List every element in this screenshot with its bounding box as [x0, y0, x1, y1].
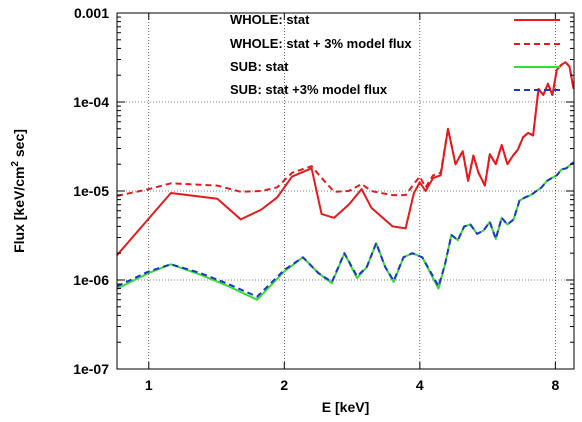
legend: WHOLE: stat WHOLE: stat + 3% model flux SU…	[230, 12, 560, 97]
y-axis-label-main: Flux [keV/cm	[11, 167, 27, 253]
legend-label: WHOLE: stat	[230, 12, 310, 27]
y-tick-label: 1e-07	[73, 361, 109, 377]
x-axis-label: E [keV]	[322, 399, 369, 415]
grid-lines	[117, 12, 574, 370]
x-tick-label: 1	[145, 377, 153, 393]
x-tick-label: 4	[416, 377, 424, 393]
axis-ticks: 1 2 4 8 1e-07 1e-06 1e-05 1e-04 0.001	[73, 5, 574, 393]
x-tick-label: 2	[280, 377, 288, 393]
y-axis-label-tail: sec]	[11, 129, 27, 161]
y-tick-label: 1e-06	[73, 272, 109, 288]
series-line-sub-stat	[116, 161, 575, 301]
y-tick-label: 0.001	[74, 5, 109, 21]
series-line-whole-stat-3-model-flux	[116, 61, 575, 197]
legend-label: SUB: stat	[230, 59, 289, 74]
series-lines	[116, 61, 575, 301]
x-tick-label: 8	[551, 377, 559, 393]
legend-label: SUB: stat +3% model flux	[230, 82, 388, 97]
y-tick-label: 1e-04	[73, 94, 109, 110]
y-tick-label: 1e-05	[73, 183, 109, 199]
y-axis-label-superscript: 2	[10, 161, 21, 167]
legend-label: WHOLE: stat + 3% model flux	[230, 36, 412, 51]
y-axis-label: Flux [keV/cm2 sec]	[10, 129, 27, 253]
series-line-sub-stat-3-model-flux	[116, 161, 575, 298]
